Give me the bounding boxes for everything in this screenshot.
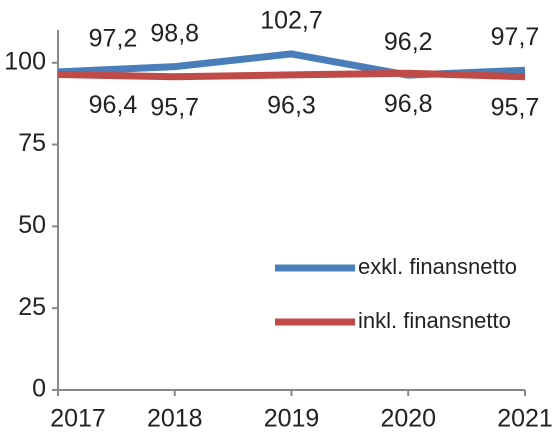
legend-label: inkl. finansnetto [358,308,511,333]
data-label: 96,4 [89,91,138,119]
y-tick-label: 25 [18,293,46,321]
series-line [57,69,526,81]
data-label: 97,2 [89,25,138,53]
data-label: 96,8 [384,90,433,118]
data-label: 98,8 [150,19,199,47]
data-label: 102,7 [260,7,323,35]
y-tick-label: 100 [4,47,46,75]
y-tick-label: 75 [18,129,46,157]
x-tick-label: 2017 [50,405,106,433]
x-tick-label: 2018 [147,405,203,433]
x-tick-label: 2021 [497,405,553,433]
y-tick-label: 0 [32,375,46,403]
x-tick-label: 2019 [264,405,320,433]
data-label: 96,2 [384,28,433,56]
data-label: 95,7 [150,93,199,121]
data-label: 95,7 [491,93,540,121]
x-tick-label: 2020 [380,405,436,433]
data-label: 97,7 [491,23,540,51]
y-tick-label: 50 [18,211,46,239]
data-label: 96,3 [267,91,316,119]
legend-label: exkl. finansnetto [358,254,517,279]
